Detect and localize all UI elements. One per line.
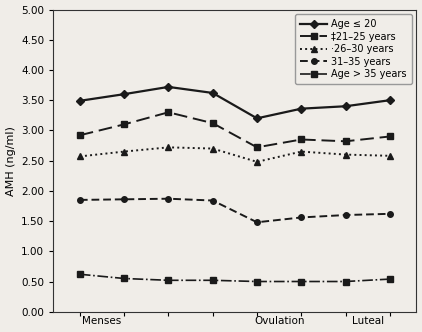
Age > 35 years: [166, 278, 171, 282]
·26–30 years: [387, 154, 392, 158]
·26–30 years: [299, 150, 304, 154]
Line: 31–35 years: 31–35 years: [77, 196, 392, 225]
Age > 35 years: [254, 280, 260, 284]
31–35 years: [387, 212, 392, 216]
‡21–25 years: [210, 121, 215, 125]
·26–30 years: [122, 150, 127, 154]
31–35 years: [210, 199, 215, 203]
Age > 35 years: [122, 277, 127, 281]
31–35 years: [299, 215, 304, 219]
Age ≤ 20: [299, 107, 304, 111]
·26–30 years: [77, 154, 82, 158]
Line: Age > 35 years: Age > 35 years: [77, 272, 392, 284]
31–35 years: [122, 197, 127, 201]
‡21–25 years: [122, 123, 127, 126]
·26–30 years: [254, 160, 260, 164]
Line: Age ≤ 20: Age ≤ 20: [77, 84, 392, 121]
‡21–25 years: [254, 145, 260, 149]
Age > 35 years: [343, 280, 348, 284]
Line: ‡21–25 years: ‡21–25 years: [77, 110, 392, 150]
·26–30 years: [343, 153, 348, 157]
·26–30 years: [166, 145, 171, 149]
Age > 35 years: [77, 272, 82, 276]
‡21–25 years: [299, 137, 304, 141]
‡21–25 years: [343, 139, 348, 143]
Y-axis label: AMH (ng/ml): AMH (ng/ml): [5, 126, 16, 196]
31–35 years: [254, 220, 260, 224]
·26–30 years: [210, 146, 215, 150]
Age ≤ 20: [254, 116, 260, 120]
Age ≤ 20: [210, 91, 215, 95]
Legend: Age ≤ 20, ‡21–25 years, ·26–30 years, 31–35 years, Age > 35 years: Age ≤ 20, ‡21–25 years, ·26–30 years, 31…: [295, 14, 411, 84]
Line: ·26–30 years: ·26–30 years: [77, 144, 392, 165]
‡21–25 years: [387, 134, 392, 138]
Age ≤ 20: [122, 92, 127, 96]
31–35 years: [343, 213, 348, 217]
Age > 35 years: [210, 278, 215, 282]
Age > 35 years: [299, 280, 304, 284]
Age ≤ 20: [77, 99, 82, 103]
Age ≤ 20: [387, 98, 392, 102]
Age ≤ 20: [166, 85, 171, 89]
‡21–25 years: [77, 133, 82, 137]
Age > 35 years: [387, 277, 392, 281]
Age ≤ 20: [343, 104, 348, 108]
31–35 years: [166, 197, 171, 201]
31–35 years: [77, 198, 82, 202]
‡21–25 years: [166, 110, 171, 114]
